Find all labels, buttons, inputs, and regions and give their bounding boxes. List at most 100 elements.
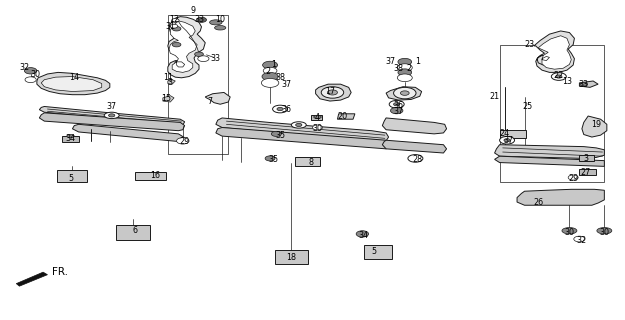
Text: 1: 1	[271, 60, 276, 69]
Text: 32: 32	[577, 236, 587, 245]
Ellipse shape	[398, 69, 412, 76]
Text: 20: 20	[338, 112, 348, 121]
Text: 37: 37	[504, 136, 514, 145]
Text: 18: 18	[286, 253, 296, 262]
Polygon shape	[62, 136, 79, 141]
Text: 36: 36	[281, 105, 291, 114]
Polygon shape	[39, 107, 184, 125]
Text: 38: 38	[275, 73, 285, 82]
Ellipse shape	[356, 231, 369, 237]
Ellipse shape	[499, 136, 514, 144]
Text: 6: 6	[132, 226, 138, 235]
Ellipse shape	[314, 116, 321, 119]
Text: 24: 24	[499, 129, 509, 138]
Text: 35: 35	[275, 131, 285, 140]
Text: 17: 17	[325, 87, 335, 96]
Ellipse shape	[551, 73, 566, 80]
Text: 2: 2	[265, 67, 270, 76]
Ellipse shape	[25, 77, 36, 83]
Polygon shape	[538, 36, 571, 69]
Polygon shape	[386, 87, 422, 100]
Ellipse shape	[271, 131, 281, 136]
Ellipse shape	[401, 91, 409, 95]
Text: 36: 36	[394, 101, 404, 110]
Text: 28: 28	[412, 155, 422, 164]
Polygon shape	[579, 169, 596, 175]
Text: 32: 32	[19, 63, 29, 72]
Text: 31: 31	[166, 22, 176, 31]
Polygon shape	[382, 140, 447, 153]
Text: 12: 12	[169, 15, 179, 24]
Text: 27: 27	[581, 168, 591, 177]
Polygon shape	[338, 114, 355, 119]
Text: 29: 29	[179, 137, 190, 146]
Text: 10: 10	[215, 15, 225, 24]
Text: FR.: FR.	[52, 267, 68, 277]
Text: 26: 26	[533, 197, 543, 206]
Polygon shape	[494, 156, 604, 166]
Ellipse shape	[398, 64, 412, 71]
Ellipse shape	[394, 103, 400, 106]
Ellipse shape	[277, 108, 283, 111]
Ellipse shape	[262, 72, 278, 81]
Ellipse shape	[291, 122, 306, 128]
Text: 37: 37	[107, 102, 117, 111]
Polygon shape	[499, 130, 526, 138]
Ellipse shape	[580, 82, 587, 86]
Ellipse shape	[398, 74, 412, 82]
Polygon shape	[168, 80, 175, 84]
Polygon shape	[16, 272, 48, 286]
Ellipse shape	[67, 134, 74, 138]
Text: 34: 34	[66, 134, 76, 143]
Ellipse shape	[504, 139, 510, 142]
Polygon shape	[205, 92, 230, 104]
Text: 13: 13	[562, 77, 572, 86]
Ellipse shape	[261, 78, 279, 87]
Polygon shape	[494, 145, 604, 158]
Text: 2: 2	[407, 64, 412, 73]
Text: 8: 8	[309, 158, 314, 167]
Polygon shape	[311, 115, 322, 120]
Polygon shape	[216, 118, 389, 141]
Polygon shape	[57, 170, 87, 182]
Text: 3: 3	[583, 154, 588, 163]
Text: 34: 34	[359, 231, 369, 240]
Text: 38: 38	[394, 64, 404, 73]
Text: 33: 33	[211, 53, 221, 62]
Text: 30: 30	[312, 124, 322, 133]
Polygon shape	[275, 250, 308, 264]
Polygon shape	[116, 225, 151, 240]
Text: 33: 33	[579, 80, 589, 89]
Text: 5: 5	[68, 174, 73, 183]
Polygon shape	[316, 84, 351, 101]
Ellipse shape	[194, 52, 203, 56]
Ellipse shape	[104, 112, 119, 119]
Polygon shape	[216, 127, 389, 149]
Ellipse shape	[296, 123, 302, 126]
Ellipse shape	[262, 61, 278, 69]
Polygon shape	[579, 81, 598, 87]
Ellipse shape	[265, 156, 275, 161]
Ellipse shape	[171, 24, 177, 28]
Text: 37: 37	[386, 57, 396, 66]
Ellipse shape	[173, 43, 181, 47]
Ellipse shape	[176, 138, 189, 144]
Polygon shape	[169, 20, 197, 72]
Ellipse shape	[408, 155, 423, 162]
Ellipse shape	[214, 26, 226, 30]
Text: 33: 33	[194, 15, 204, 24]
Polygon shape	[582, 116, 607, 137]
Polygon shape	[295, 157, 320, 166]
Text: 4: 4	[315, 114, 320, 123]
Ellipse shape	[568, 175, 578, 180]
Text: 29: 29	[568, 174, 578, 183]
Polygon shape	[41, 76, 102, 92]
Ellipse shape	[173, 27, 181, 31]
Ellipse shape	[272, 105, 288, 113]
Ellipse shape	[394, 87, 416, 99]
Text: 25: 25	[522, 102, 532, 111]
Polygon shape	[579, 155, 594, 161]
Text: 22: 22	[554, 71, 564, 80]
Text: 1: 1	[415, 57, 420, 66]
Polygon shape	[135, 172, 166, 180]
